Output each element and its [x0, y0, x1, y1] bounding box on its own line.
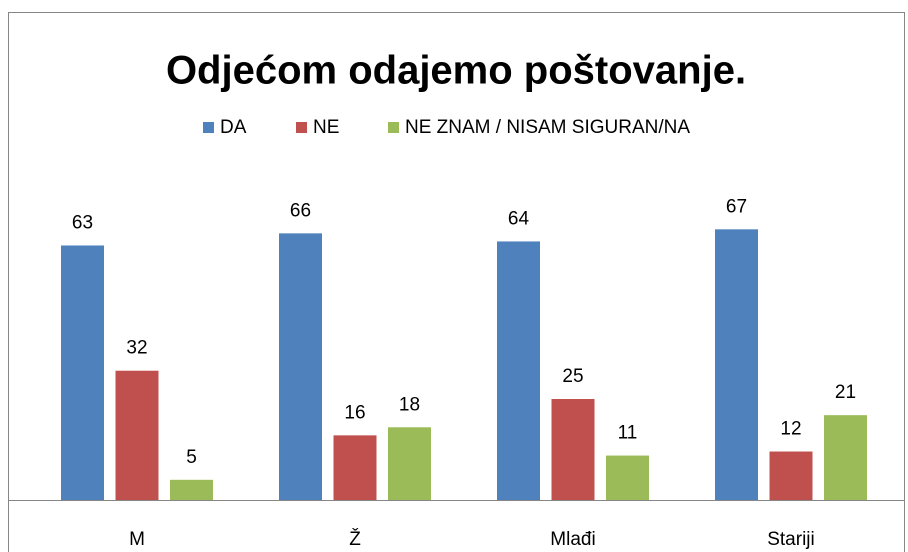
bar [333, 435, 377, 500]
x-tick-label: Stariji [767, 529, 815, 550]
data-label: 66 [290, 200, 311, 221]
legend-swatch [203, 122, 214, 133]
data-label: 12 [780, 419, 801, 440]
bar [769, 451, 813, 500]
bar [279, 233, 322, 501]
legend-label: NE ZNAM / NISAM SIGURAN/NA [405, 117, 690, 138]
data-label: 64 [508, 208, 530, 229]
x-tick-label: Mlađi [550, 529, 595, 550]
legend-swatch [296, 122, 307, 133]
data-label: 25 [562, 366, 583, 387]
bar [497, 241, 540, 500]
data-label: 63 [72, 212, 93, 233]
x-tick-label: Ž [349, 528, 361, 550]
x-tick-label: M [129, 529, 145, 550]
data-label: 11 [618, 423, 638, 444]
bar [115, 370, 159, 500]
bar [824, 415, 867, 500]
data-label: 5 [186, 447, 197, 468]
bar [551, 399, 595, 500]
bar [61, 245, 104, 500]
data-label: 18 [399, 394, 420, 415]
legend-swatch [388, 122, 399, 133]
bar [606, 455, 649, 500]
data-label: 16 [344, 402, 365, 423]
bar [388, 427, 431, 500]
data-label: 67 [726, 196, 747, 217]
data-label: 32 [126, 338, 147, 359]
legend-label: DA [220, 117, 247, 138]
bar [715, 229, 758, 500]
data-label: 21 [835, 382, 856, 403]
chart-title: Odjećom odajemo poštovanje. [166, 49, 746, 93]
bar [170, 479, 213, 500]
legend-label: NE [313, 117, 339, 138]
